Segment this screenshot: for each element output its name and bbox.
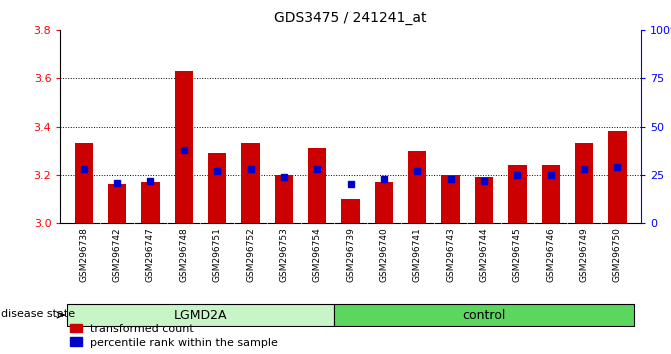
Text: GSM296739: GSM296739 <box>346 227 355 282</box>
FancyBboxPatch shape <box>334 304 634 326</box>
Text: control: control <box>462 309 506 321</box>
Bar <box>609 131 627 223</box>
Bar <box>242 143 260 223</box>
Bar <box>541 165 560 223</box>
Text: GSM296749: GSM296749 <box>580 227 588 282</box>
Text: GSM296744: GSM296744 <box>480 227 488 282</box>
Text: GSM296748: GSM296748 <box>179 227 189 282</box>
Text: LGMD2A: LGMD2A <box>174 309 227 321</box>
Text: GSM296753: GSM296753 <box>279 227 289 282</box>
Text: GSM296745: GSM296745 <box>513 227 522 282</box>
Bar <box>475 177 493 223</box>
Bar <box>342 199 360 223</box>
Bar <box>274 175 293 223</box>
Text: GSM296750: GSM296750 <box>613 227 622 282</box>
Text: GSM296743: GSM296743 <box>446 227 455 282</box>
Bar <box>508 165 527 223</box>
Bar <box>575 143 593 223</box>
Bar <box>442 175 460 223</box>
Bar <box>174 71 193 223</box>
Bar <box>142 182 160 223</box>
Text: GSM296742: GSM296742 <box>113 227 121 282</box>
Text: GSM296752: GSM296752 <box>246 227 255 282</box>
Text: GSM296754: GSM296754 <box>313 227 321 282</box>
Bar <box>375 182 393 223</box>
Text: GSM296751: GSM296751 <box>213 227 221 282</box>
Legend: transformed count, percentile rank within the sample: transformed count, percentile rank withi… <box>66 320 282 352</box>
Bar <box>108 184 126 223</box>
Text: GSM296741: GSM296741 <box>413 227 422 282</box>
Text: GSM296738: GSM296738 <box>79 227 89 282</box>
Bar <box>308 148 326 223</box>
Text: GSM296747: GSM296747 <box>146 227 155 282</box>
Bar <box>74 143 93 223</box>
Text: disease state: disease state <box>1 309 74 319</box>
Bar <box>408 151 427 223</box>
Text: GDS3475 / 241241_at: GDS3475 / 241241_at <box>274 11 427 25</box>
Text: GSM296740: GSM296740 <box>380 227 389 282</box>
FancyBboxPatch shape <box>67 304 334 326</box>
Text: GSM296746: GSM296746 <box>546 227 555 282</box>
Bar <box>208 153 226 223</box>
